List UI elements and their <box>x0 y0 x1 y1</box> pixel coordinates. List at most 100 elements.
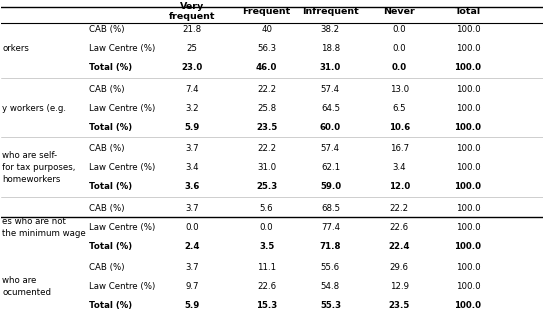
Text: 0.0: 0.0 <box>392 25 406 34</box>
Text: 18.8: 18.8 <box>321 44 340 53</box>
Text: Infrequent: Infrequent <box>302 7 359 16</box>
Text: 56.3: 56.3 <box>257 44 276 53</box>
Text: Total (%): Total (%) <box>89 64 132 73</box>
Text: CAB (%): CAB (%) <box>89 85 125 94</box>
Text: for tax purposes,: for tax purposes, <box>3 163 76 172</box>
Text: 100.0: 100.0 <box>456 263 480 272</box>
Text: 100.0: 100.0 <box>456 85 480 94</box>
Text: 62.1: 62.1 <box>321 163 340 172</box>
Text: 100.0: 100.0 <box>456 223 480 232</box>
Text: Total: Total <box>455 7 481 16</box>
Text: 29.6: 29.6 <box>390 263 409 272</box>
Text: Law Centre (%): Law Centre (%) <box>89 104 156 113</box>
Text: 9.7: 9.7 <box>185 282 199 291</box>
Text: 22.2: 22.2 <box>390 203 409 213</box>
Text: 12.0: 12.0 <box>388 182 410 191</box>
Text: 22.6: 22.6 <box>390 223 409 232</box>
Text: 0.0: 0.0 <box>392 44 406 53</box>
Text: 68.5: 68.5 <box>321 203 340 213</box>
Text: 64.5: 64.5 <box>321 104 340 113</box>
Text: 100.0: 100.0 <box>454 64 481 73</box>
Text: 22.6: 22.6 <box>257 282 276 291</box>
Text: 15.3: 15.3 <box>256 301 277 310</box>
Text: CAB (%): CAB (%) <box>89 144 125 153</box>
Text: 57.4: 57.4 <box>321 144 340 153</box>
Text: 22.2: 22.2 <box>257 85 276 94</box>
Text: 22.2: 22.2 <box>257 144 276 153</box>
Text: 3.4: 3.4 <box>185 163 199 172</box>
Text: 100.0: 100.0 <box>454 242 481 251</box>
Text: Total (%): Total (%) <box>89 301 132 310</box>
Text: 100.0: 100.0 <box>456 282 480 291</box>
Text: 38.2: 38.2 <box>321 25 340 34</box>
Text: homeworkers: homeworkers <box>3 175 61 184</box>
Text: ocumented: ocumented <box>3 288 52 297</box>
Text: 100.0: 100.0 <box>454 301 481 310</box>
Text: 3.6: 3.6 <box>184 182 200 191</box>
Text: 10.6: 10.6 <box>388 123 410 132</box>
Text: 0.0: 0.0 <box>185 223 199 232</box>
Text: the minimum wage: the minimum wage <box>3 229 86 238</box>
Text: 100.0: 100.0 <box>456 203 480 213</box>
Text: 3.4: 3.4 <box>392 163 406 172</box>
Text: 22.4: 22.4 <box>388 242 410 251</box>
Text: 3.7: 3.7 <box>185 203 199 213</box>
Text: CAB (%): CAB (%) <box>89 203 125 213</box>
Text: 54.8: 54.8 <box>321 282 340 291</box>
Text: 77.4: 77.4 <box>321 223 340 232</box>
Text: 100.0: 100.0 <box>454 182 481 191</box>
Text: 6.5: 6.5 <box>392 104 406 113</box>
Text: 12.9: 12.9 <box>390 282 409 291</box>
Text: 13.0: 13.0 <box>390 85 409 94</box>
Text: 3.5: 3.5 <box>259 242 274 251</box>
Text: Law Centre (%): Law Centre (%) <box>89 44 156 53</box>
Text: 100.0: 100.0 <box>454 123 481 132</box>
Text: who are: who are <box>3 276 37 285</box>
Text: y workers (e.g.: y workers (e.g. <box>3 104 66 113</box>
Text: 59.0: 59.0 <box>320 182 341 191</box>
Text: 16.7: 16.7 <box>390 144 409 153</box>
Text: Law Centre (%): Law Centre (%) <box>89 223 156 232</box>
Text: 55.6: 55.6 <box>321 263 340 272</box>
Text: orkers: orkers <box>3 44 29 53</box>
Text: who are self-: who are self- <box>3 151 58 160</box>
Text: 100.0: 100.0 <box>456 104 480 113</box>
Text: 55.3: 55.3 <box>320 301 341 310</box>
Text: 5.9: 5.9 <box>184 123 200 132</box>
Text: 23.0: 23.0 <box>181 64 202 73</box>
Text: 7.4: 7.4 <box>185 85 199 94</box>
Text: 100.0: 100.0 <box>456 25 480 34</box>
Text: 3.7: 3.7 <box>185 144 199 153</box>
Text: Very
frequent: Very frequent <box>169 2 215 21</box>
Text: 100.0: 100.0 <box>456 163 480 172</box>
Text: 100.0: 100.0 <box>456 44 480 53</box>
Text: Total (%): Total (%) <box>89 242 132 251</box>
Text: Total (%): Total (%) <box>89 182 132 191</box>
Text: 23.5: 23.5 <box>388 301 410 310</box>
Text: 100.0: 100.0 <box>456 144 480 153</box>
Text: 31.0: 31.0 <box>257 163 276 172</box>
Text: 71.8: 71.8 <box>320 242 341 251</box>
Text: 0.0: 0.0 <box>392 64 407 73</box>
Text: 25.8: 25.8 <box>257 104 276 113</box>
Text: 31.0: 31.0 <box>320 64 341 73</box>
Text: CAB (%): CAB (%) <box>89 25 125 34</box>
Text: es who are not: es who are not <box>3 217 66 226</box>
Text: 25: 25 <box>187 44 197 53</box>
Text: CAB (%): CAB (%) <box>89 263 125 272</box>
Text: 3.7: 3.7 <box>185 263 199 272</box>
Text: 46.0: 46.0 <box>256 64 277 73</box>
Text: 2.4: 2.4 <box>184 242 200 251</box>
Text: 5.6: 5.6 <box>260 203 274 213</box>
Text: 40: 40 <box>261 25 272 34</box>
Text: 0.0: 0.0 <box>260 223 274 232</box>
Text: Total (%): Total (%) <box>89 123 132 132</box>
Text: 25.3: 25.3 <box>256 182 277 191</box>
Text: Frequent: Frequent <box>243 7 290 16</box>
Text: Law Centre (%): Law Centre (%) <box>89 282 156 291</box>
Text: Law Centre (%): Law Centre (%) <box>89 163 156 172</box>
Text: 60.0: 60.0 <box>320 123 341 132</box>
Text: 11.1: 11.1 <box>257 263 276 272</box>
Text: 3.2: 3.2 <box>185 104 199 113</box>
Text: Never: Never <box>384 7 415 16</box>
